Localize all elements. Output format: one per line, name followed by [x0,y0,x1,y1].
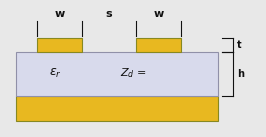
Text: s: s [106,9,112,19]
Text: $\mathit{\varepsilon_r}$: $\mathit{\varepsilon_r}$ [49,67,62,80]
Text: h: h [237,69,244,79]
Text: w: w [153,9,163,19]
Bar [16,52,218,96]
Bar [37,38,82,52]
Text: w: w [55,9,65,19]
Bar [136,38,181,52]
Bar [16,96,218,121]
Text: $Z_d$ =: $Z_d$ = [120,66,146,80]
Text: t: t [237,40,241,50]
